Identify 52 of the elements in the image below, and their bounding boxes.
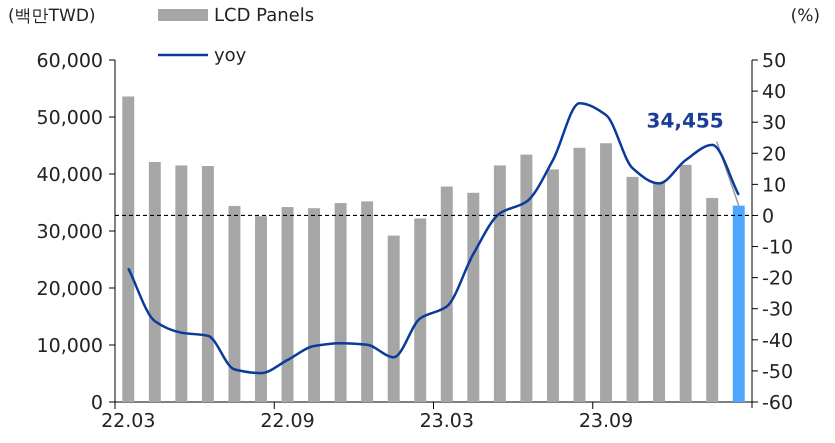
bar: [148, 162, 161, 402]
y-axis-title: (백만TWD): [8, 6, 96, 26]
y2-tick-label: -50: [762, 360, 794, 383]
bar: [255, 216, 267, 402]
bar: [414, 218, 426, 402]
bar: [520, 154, 532, 402]
y2-tick-label: 10: [762, 174, 786, 196]
bar: [440, 186, 453, 402]
y2-tick-label: -10: [762, 236, 794, 259]
y2-axis-title: (%): [790, 6, 820, 26]
bar: [361, 201, 374, 402]
data-label: 34,455: [646, 108, 724, 133]
bar: [706, 198, 718, 402]
y-tick-label: 20,000: [36, 278, 103, 300]
y-tick-label: 30,000: [36, 221, 103, 243]
bar: [282, 207, 294, 402]
y2-tick-label: -60: [762, 392, 794, 414]
bar: [175, 165, 188, 402]
x-tick-label: 23.03: [420, 410, 474, 432]
bar: [732, 206, 745, 402]
bar: [574, 148, 586, 402]
y2-tick-label: 40: [762, 81, 786, 104]
x-tick-label: 22.09: [260, 410, 315, 432]
bar: [202, 166, 214, 402]
y2-tick-label: -40: [762, 330, 794, 352]
y2-tick-label: 0: [762, 205, 774, 228]
bar: [467, 192, 480, 402]
legend-label: LCD Panels: [214, 5, 314, 26]
bar: [122, 96, 134, 402]
y2-tick-label: -30: [762, 298, 794, 321]
bar: [334, 203, 347, 402]
bar: [600, 143, 612, 402]
bar: [388, 236, 400, 402]
legend-label: yoy: [214, 45, 247, 66]
x-tick-label: 23.09: [578, 410, 634, 432]
bar: [546, 169, 559, 402]
y-tick-label: 0: [90, 392, 103, 414]
y2-tick-label: 20: [762, 143, 786, 166]
bar: [626, 176, 639, 402]
y-tick-label: 60,000: [36, 50, 103, 72]
y2-tick-label: 50: [762, 50, 786, 72]
x-tick-label: 22.03: [101, 410, 156, 432]
bar: [653, 183, 666, 402]
y2-tick-label: 30: [762, 112, 786, 134]
y-tick-label: 40,000: [36, 164, 103, 186]
bar: [494, 165, 506, 402]
y-tick-label: 50,000: [36, 107, 103, 129]
y-tick-label: 10,000: [36, 335, 103, 357]
bar: [308, 208, 320, 402]
bar: [228, 206, 240, 402]
bar: [680, 164, 692, 402]
y2-tick-label: -20: [762, 268, 794, 290]
